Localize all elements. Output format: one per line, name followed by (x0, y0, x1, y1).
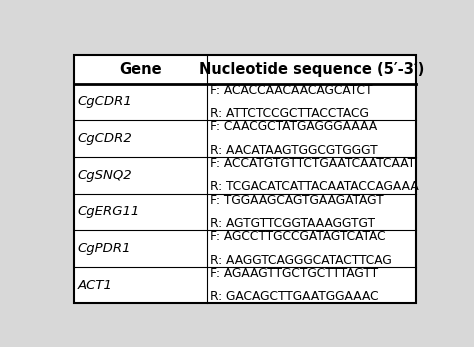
Text: F: CAACGCTATGAGGGAAAA: F: CAACGCTATGAGGGAAAA (210, 120, 377, 133)
Text: Gene: Gene (119, 62, 162, 77)
Text: R: TCGACATCATTACAATACCAGAAA: R: TCGACATCATTACAATACCAGAAA (210, 180, 419, 194)
Text: CgERG11: CgERG11 (78, 205, 140, 218)
Text: R: ATTCTCCGCTTACCTACG: R: ATTCTCCGCTTACCTACG (210, 107, 369, 120)
Text: F: AGCCTTGCCGATAGTCATAC: F: AGCCTTGCCGATAGTCATAC (210, 230, 386, 243)
Text: ACT1: ACT1 (78, 279, 113, 292)
Text: F: TGGAAGCAGTGAAGATAGT: F: TGGAAGCAGTGAAGATAGT (210, 194, 384, 206)
Text: R: AGTGTTCGGTAAAGGTGT: R: AGTGTTCGGTAAAGGTGT (210, 217, 375, 230)
Text: F: ACCATGTGTTCTGAATCAATCAAT: F: ACCATGTGTTCTGAATCAATCAAT (210, 157, 415, 170)
Text: Nucleotide sequence (5′-3′): Nucleotide sequence (5′-3′) (199, 62, 424, 77)
Text: F: ACACCAACAACAGCATCT: F: ACACCAACAACAGCATCT (210, 84, 373, 97)
Text: R: AACATAAGTGGCGTGGGT: R: AACATAAGTGGCGTGGGT (210, 144, 378, 157)
Text: CgCDR2: CgCDR2 (78, 132, 133, 145)
Text: R: AAGGTCAGGGCATACTTCAG: R: AAGGTCAGGGCATACTTCAG (210, 254, 392, 267)
Text: CgCDR1: CgCDR1 (78, 95, 133, 108)
Text: R: GACAGCTTGAATGGAAAC: R: GACAGCTTGAATGGAAAC (210, 290, 379, 303)
Text: CgSNQ2: CgSNQ2 (78, 169, 132, 182)
Text: F: AGAAGTTGCTGCTTTAGTT: F: AGAAGTTGCTGCTTTAGTT (210, 267, 378, 280)
Text: CgPDR1: CgPDR1 (78, 242, 131, 255)
